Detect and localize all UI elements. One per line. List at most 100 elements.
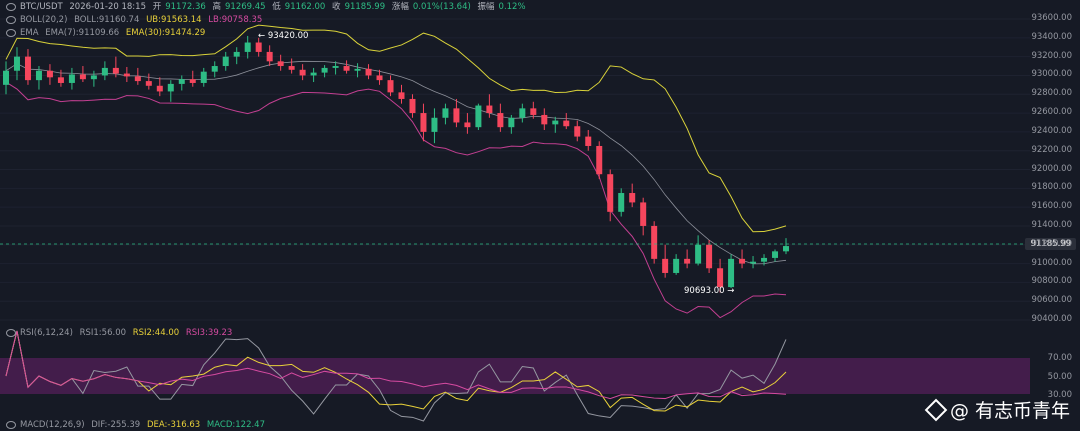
candle-body bbox=[332, 66, 339, 68]
candle-body bbox=[244, 42, 251, 52]
candle-body bbox=[585, 136, 592, 146]
datetime: 2026-01-20 18:15 bbox=[69, 2, 146, 12]
boll-mid: BOLL:91160.74 bbox=[74, 15, 140, 25]
candle-body bbox=[112, 67, 119, 74]
ema30: EMA(30):91474.29 bbox=[125, 28, 206, 38]
eye-icon[interactable] bbox=[6, 420, 16, 429]
candle-body bbox=[574, 126, 581, 137]
high-value: 91269.45 bbox=[225, 2, 266, 12]
rsi-name: RSI(6,12,24) bbox=[20, 328, 73, 338]
candle-body bbox=[728, 258, 735, 288]
ohlc-header: BTC/USDT 2026-01-20 18:15 开 91172.36 高 912… bbox=[6, 2, 530, 13]
candle-body bbox=[475, 105, 482, 128]
boll-ub: UB:91563.14 bbox=[146, 15, 202, 25]
amp-label: 振幅 bbox=[477, 2, 495, 12]
price-tick-label: 91600.00 bbox=[1031, 201, 1072, 212]
price-tick-label: 90400.00 bbox=[1031, 314, 1072, 324]
candle-body bbox=[717, 268, 724, 288]
grid-lines bbox=[0, 18, 1030, 321]
boll-legend: BOLL(20,2) BOLL:91160.74 UB:91563.14 LB:… bbox=[6, 15, 266, 26]
bollinger-bands bbox=[5, 24, 787, 319]
candle-body bbox=[255, 42, 262, 52]
price-tick-label: 93000.00 bbox=[1031, 69, 1072, 80]
candle-body bbox=[420, 113, 427, 132]
price-tick-label: 91200.00 bbox=[1031, 238, 1072, 249]
candle-body bbox=[46, 70, 53, 78]
candle-body bbox=[761, 257, 768, 262]
macd-name: MACD(12,26,9) bbox=[20, 420, 85, 430]
rsi3: RSI3:39.23 bbox=[185, 328, 233, 338]
candle-body bbox=[684, 258, 691, 264]
eye-icon[interactable] bbox=[6, 2, 16, 11]
candle-body bbox=[145, 81, 152, 86]
logo-icon bbox=[924, 398, 948, 421]
candle-body bbox=[750, 261, 757, 264]
candles bbox=[3, 35, 789, 293]
candle-body bbox=[321, 67, 328, 73]
candle-body bbox=[486, 105, 493, 114]
rsi1-line bbox=[5, 330, 787, 422]
ema-legend: EMA EMA(7):91109.66 EMA(30):91474.29 bbox=[6, 28, 209, 39]
candle-body bbox=[662, 258, 669, 273]
candle-body bbox=[13, 56, 20, 71]
price-tick-label: 90800.00 bbox=[1031, 276, 1072, 287]
candle-body bbox=[79, 74, 86, 80]
rsi3-line bbox=[5, 330, 787, 400]
macd-legend: MACD(12,26,9) DIF:-255.39 DEA:-316.63 MA… bbox=[6, 420, 269, 431]
candle-body bbox=[189, 79, 196, 83]
price-tick-label: 93200.00 bbox=[1031, 50, 1072, 61]
macd-value: MACD:122.47 bbox=[206, 420, 265, 430]
candle-body bbox=[68, 74, 75, 83]
rsi2: RSI2:44.00 bbox=[132, 328, 180, 338]
candle-body bbox=[464, 122, 471, 128]
price-tick-label: 92600.00 bbox=[1031, 107, 1072, 118]
candle-body bbox=[563, 120, 570, 127]
candle-body bbox=[310, 72, 317, 76]
candle-body bbox=[519, 108, 526, 118]
candle-body bbox=[530, 108, 537, 115]
watermark: @ 有志币青年 bbox=[924, 396, 1070, 423]
boll-mid-line bbox=[5, 60, 787, 265]
candle-body bbox=[651, 225, 658, 259]
candle-body bbox=[365, 68, 372, 76]
rsi1: RSI1:56.00 bbox=[79, 328, 127, 338]
price-tick-label: 92000.00 bbox=[1031, 163, 1072, 174]
boll-lower-line bbox=[5, 81, 787, 319]
price-tick-label: 92400.00 bbox=[1031, 125, 1072, 136]
candle-body bbox=[442, 108, 449, 118]
candle-body bbox=[629, 193, 636, 203]
candle-body bbox=[772, 251, 779, 258]
candle-body bbox=[266, 51, 273, 62]
candle-body bbox=[178, 79, 185, 84]
price-tick-label: 90600.00 bbox=[1031, 295, 1072, 306]
price-tick-label: 91800.00 bbox=[1031, 182, 1072, 193]
price-tick-label: 93600.00 bbox=[1031, 13, 1072, 23]
candle-body bbox=[101, 67, 108, 76]
eye-icon[interactable] bbox=[6, 28, 16, 37]
macd-dea: DEA:-316.63 bbox=[146, 420, 201, 430]
candle-body bbox=[134, 76, 141, 82]
macd-dif: DIF:-255.39 bbox=[91, 420, 141, 430]
candle-body bbox=[706, 244, 713, 269]
candle-body bbox=[541, 114, 548, 125]
candle-body bbox=[640, 202, 647, 226]
candle-body bbox=[409, 98, 416, 114]
ema7: EMA(7):91109.66 bbox=[45, 28, 120, 38]
last-price-tag: 91185.99 bbox=[1025, 238, 1076, 250]
open-label: 开 bbox=[152, 2, 162, 12]
candle-body bbox=[453, 108, 460, 123]
low-marker: 90693.00 → bbox=[684, 286, 735, 296]
boll-upper-line bbox=[5, 24, 787, 233]
candle-body bbox=[3, 70, 9, 85]
eye-icon[interactable] bbox=[6, 15, 16, 24]
change-label: 涨幅 bbox=[391, 2, 409, 12]
eye-icon[interactable] bbox=[6, 328, 16, 337]
candle-body bbox=[167, 83, 174, 92]
candle-body bbox=[299, 69, 306, 76]
low-label: 低 bbox=[272, 2, 281, 12]
candle-body bbox=[596, 145, 603, 175]
candle-body bbox=[508, 117, 515, 128]
symbol: BTC/USDT bbox=[20, 2, 63, 12]
watermark-text: @ 有志币青年 bbox=[949, 400, 1070, 422]
candle-body bbox=[123, 73, 130, 77]
